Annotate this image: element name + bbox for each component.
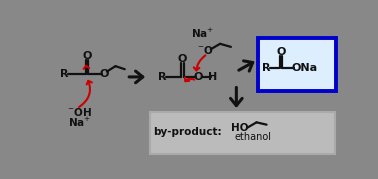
Text: Na$^{+}$: Na$^{+}$ — [68, 116, 91, 129]
Text: O: O — [82, 51, 92, 61]
Text: O: O — [99, 69, 108, 79]
Text: O: O — [194, 72, 203, 82]
Text: Na$^{+}$: Na$^{+}$ — [191, 27, 214, 40]
Text: ONa: ONa — [291, 63, 318, 73]
Text: O: O — [276, 47, 286, 57]
FancyBboxPatch shape — [258, 38, 336, 91]
Text: O: O — [178, 54, 187, 64]
Text: H: H — [209, 72, 218, 82]
Text: R: R — [60, 69, 68, 79]
FancyBboxPatch shape — [150, 112, 335, 154]
Text: $^{-}$O: $^{-}$O — [197, 44, 214, 56]
Text: R: R — [158, 72, 166, 82]
Text: R: R — [262, 63, 270, 73]
Text: $^{-}$OH: $^{-}$OH — [67, 106, 92, 118]
Text: HO: HO — [231, 123, 248, 133]
Text: by-product:: by-product: — [153, 127, 222, 137]
Text: ethanol: ethanol — [234, 132, 271, 142]
